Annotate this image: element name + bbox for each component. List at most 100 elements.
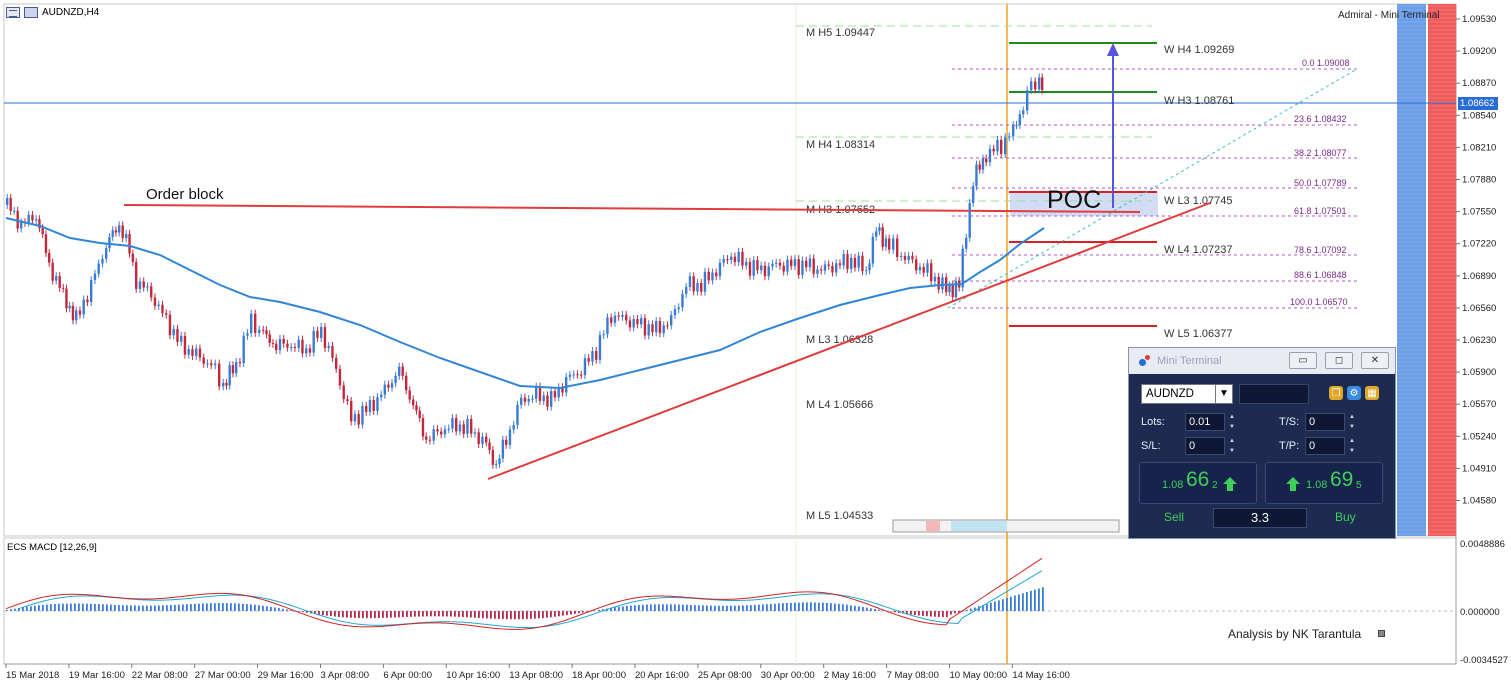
candle-body (101, 258, 104, 264)
macd-bar (358, 611, 360, 619)
macd-bar (190, 604, 192, 611)
candle-body (688, 276, 692, 287)
buy-label[interactable]: Buy (1335, 510, 1356, 524)
sl-stepper[interactable]: ▲ ▼ (1229, 438, 1235, 454)
candle-body (153, 297, 157, 306)
broker-label: Admiral - Mini Terminal (1338, 10, 1440, 21)
macd-bar (898, 611, 900, 613)
macd-bar (722, 605, 724, 611)
svg-text:M L3 1.06328: M L3 1.06328 (806, 334, 873, 346)
sell-label[interactable]: Sell (1164, 510, 1185, 524)
macd-bar (334, 611, 336, 617)
symbol-select-value: AUDNZD (1146, 388, 1194, 400)
macd-bar (62, 603, 64, 611)
macd-bar (446, 611, 448, 617)
candle-body (278, 338, 282, 351)
maximize-button[interactable]: ◻ (1325, 352, 1353, 369)
svg-text:W L3 1.07745: W L3 1.07745 (1164, 195, 1233, 207)
candle-body (398, 366, 401, 376)
macd-bar (962, 611, 964, 612)
projection-arrowhead (1107, 43, 1119, 56)
macd-bar (918, 611, 920, 616)
macd-bar (150, 605, 152, 611)
sell-button[interactable]: 1.08 66 2 (1139, 462, 1257, 504)
macd-bar (1022, 593, 1024, 611)
time-axis-label: 6 Apr 00:00 (383, 670, 432, 681)
close-button[interactable]: ✕ (1361, 352, 1389, 369)
candle-body (842, 254, 845, 266)
symbol-timeframe: AUDNZD,H4 (42, 7, 100, 18)
minimize-button[interactable]: ▭ (1289, 352, 1317, 369)
macd-bar (930, 611, 932, 617)
candle-body (176, 328, 179, 342)
macd-bar (570, 611, 572, 615)
tp-input[interactable]: 0 (1305, 437, 1345, 455)
macd-bar (278, 608, 280, 611)
price-axis-label: 1.08540 (1462, 110, 1496, 121)
candle-body (745, 261, 748, 266)
candle-body (1034, 81, 1037, 90)
chevron-down-icon[interactable]: ▼ (1215, 385, 1232, 403)
macd-bar (638, 604, 640, 611)
candle-body (613, 315, 617, 323)
ts-stepper[interactable]: ▲ ▼ (1349, 414, 1355, 430)
macd-bar (494, 611, 496, 619)
candle-body (820, 269, 823, 271)
macd-bar (254, 604, 256, 611)
candle-body (978, 164, 981, 170)
copy-icon[interactable]: ❐ (1329, 386, 1343, 400)
candle-body (165, 313, 168, 315)
gear-icon[interactable]: ⚙ (1347, 386, 1361, 400)
mini-terminal-titlebar[interactable]: Mini Terminal ▭ ◻ ✕ (1129, 348, 1395, 374)
candle-body (485, 436, 488, 443)
candle-body (1008, 136, 1011, 138)
candle-body (31, 214, 34, 221)
time-axis-label: 10 Apr 16:00 (446, 670, 500, 681)
candle-body (268, 334, 271, 344)
sl-input[interactable]: 0 (1185, 437, 1225, 455)
lots-input[interactable]: 0.01 (1185, 413, 1225, 431)
candle-body (520, 397, 523, 405)
candle-body (681, 293, 684, 308)
macd-bar (1038, 588, 1040, 611)
macd-bar (366, 611, 368, 619)
tp-stepper[interactable]: ▲ ▼ (1349, 438, 1355, 454)
grid-icon[interactable]: ▦ (1365, 386, 1379, 400)
candle-body (790, 259, 793, 267)
macd-bar (562, 611, 564, 616)
ts-input[interactable]: 0 (1305, 413, 1345, 431)
candle-body (911, 255, 914, 260)
candle-body (703, 271, 707, 292)
macd-bar (154, 605, 156, 611)
time-axis-label: 2 May 16:00 (824, 670, 876, 681)
macd-bar (646, 604, 648, 611)
macd-bar (386, 611, 388, 618)
buy-button[interactable]: 1.08 69 5 (1265, 462, 1383, 504)
credit-mark-icon (1378, 630, 1385, 637)
candle-body (258, 329, 261, 333)
candle-body (516, 404, 519, 425)
candle-body (625, 314, 628, 321)
macd-bar (402, 611, 404, 618)
time-axis-label: 15 Mar 2018 (6, 670, 59, 681)
macd-bar (874, 608, 876, 611)
price-axis-label: 1.06890 (1462, 271, 1496, 282)
candle-body (752, 260, 755, 276)
macd-bar (518, 611, 520, 620)
macd-bar (322, 611, 324, 616)
macd-bar (138, 605, 140, 611)
symbol-select[interactable]: AUDNZD ▼ (1141, 384, 1233, 404)
macd-bar (362, 611, 364, 619)
macd-bar (550, 611, 552, 618)
macd-bar (162, 605, 164, 611)
macd-bar (438, 611, 440, 617)
candle-body (621, 314, 624, 317)
lots-stepper[interactable]: ▲ ▼ (1229, 414, 1235, 430)
mini-terminal-panel[interactable]: Mini Terminal ▭ ◻ ✕ AUDNZD ▼ ❐ ⚙ ▦ Lots:… (1128, 347, 1396, 539)
candle-body (368, 399, 372, 412)
candle-body (323, 327, 327, 348)
macd-bar (206, 603, 208, 611)
macd-bar (54, 603, 56, 611)
candle-body (700, 283, 703, 292)
